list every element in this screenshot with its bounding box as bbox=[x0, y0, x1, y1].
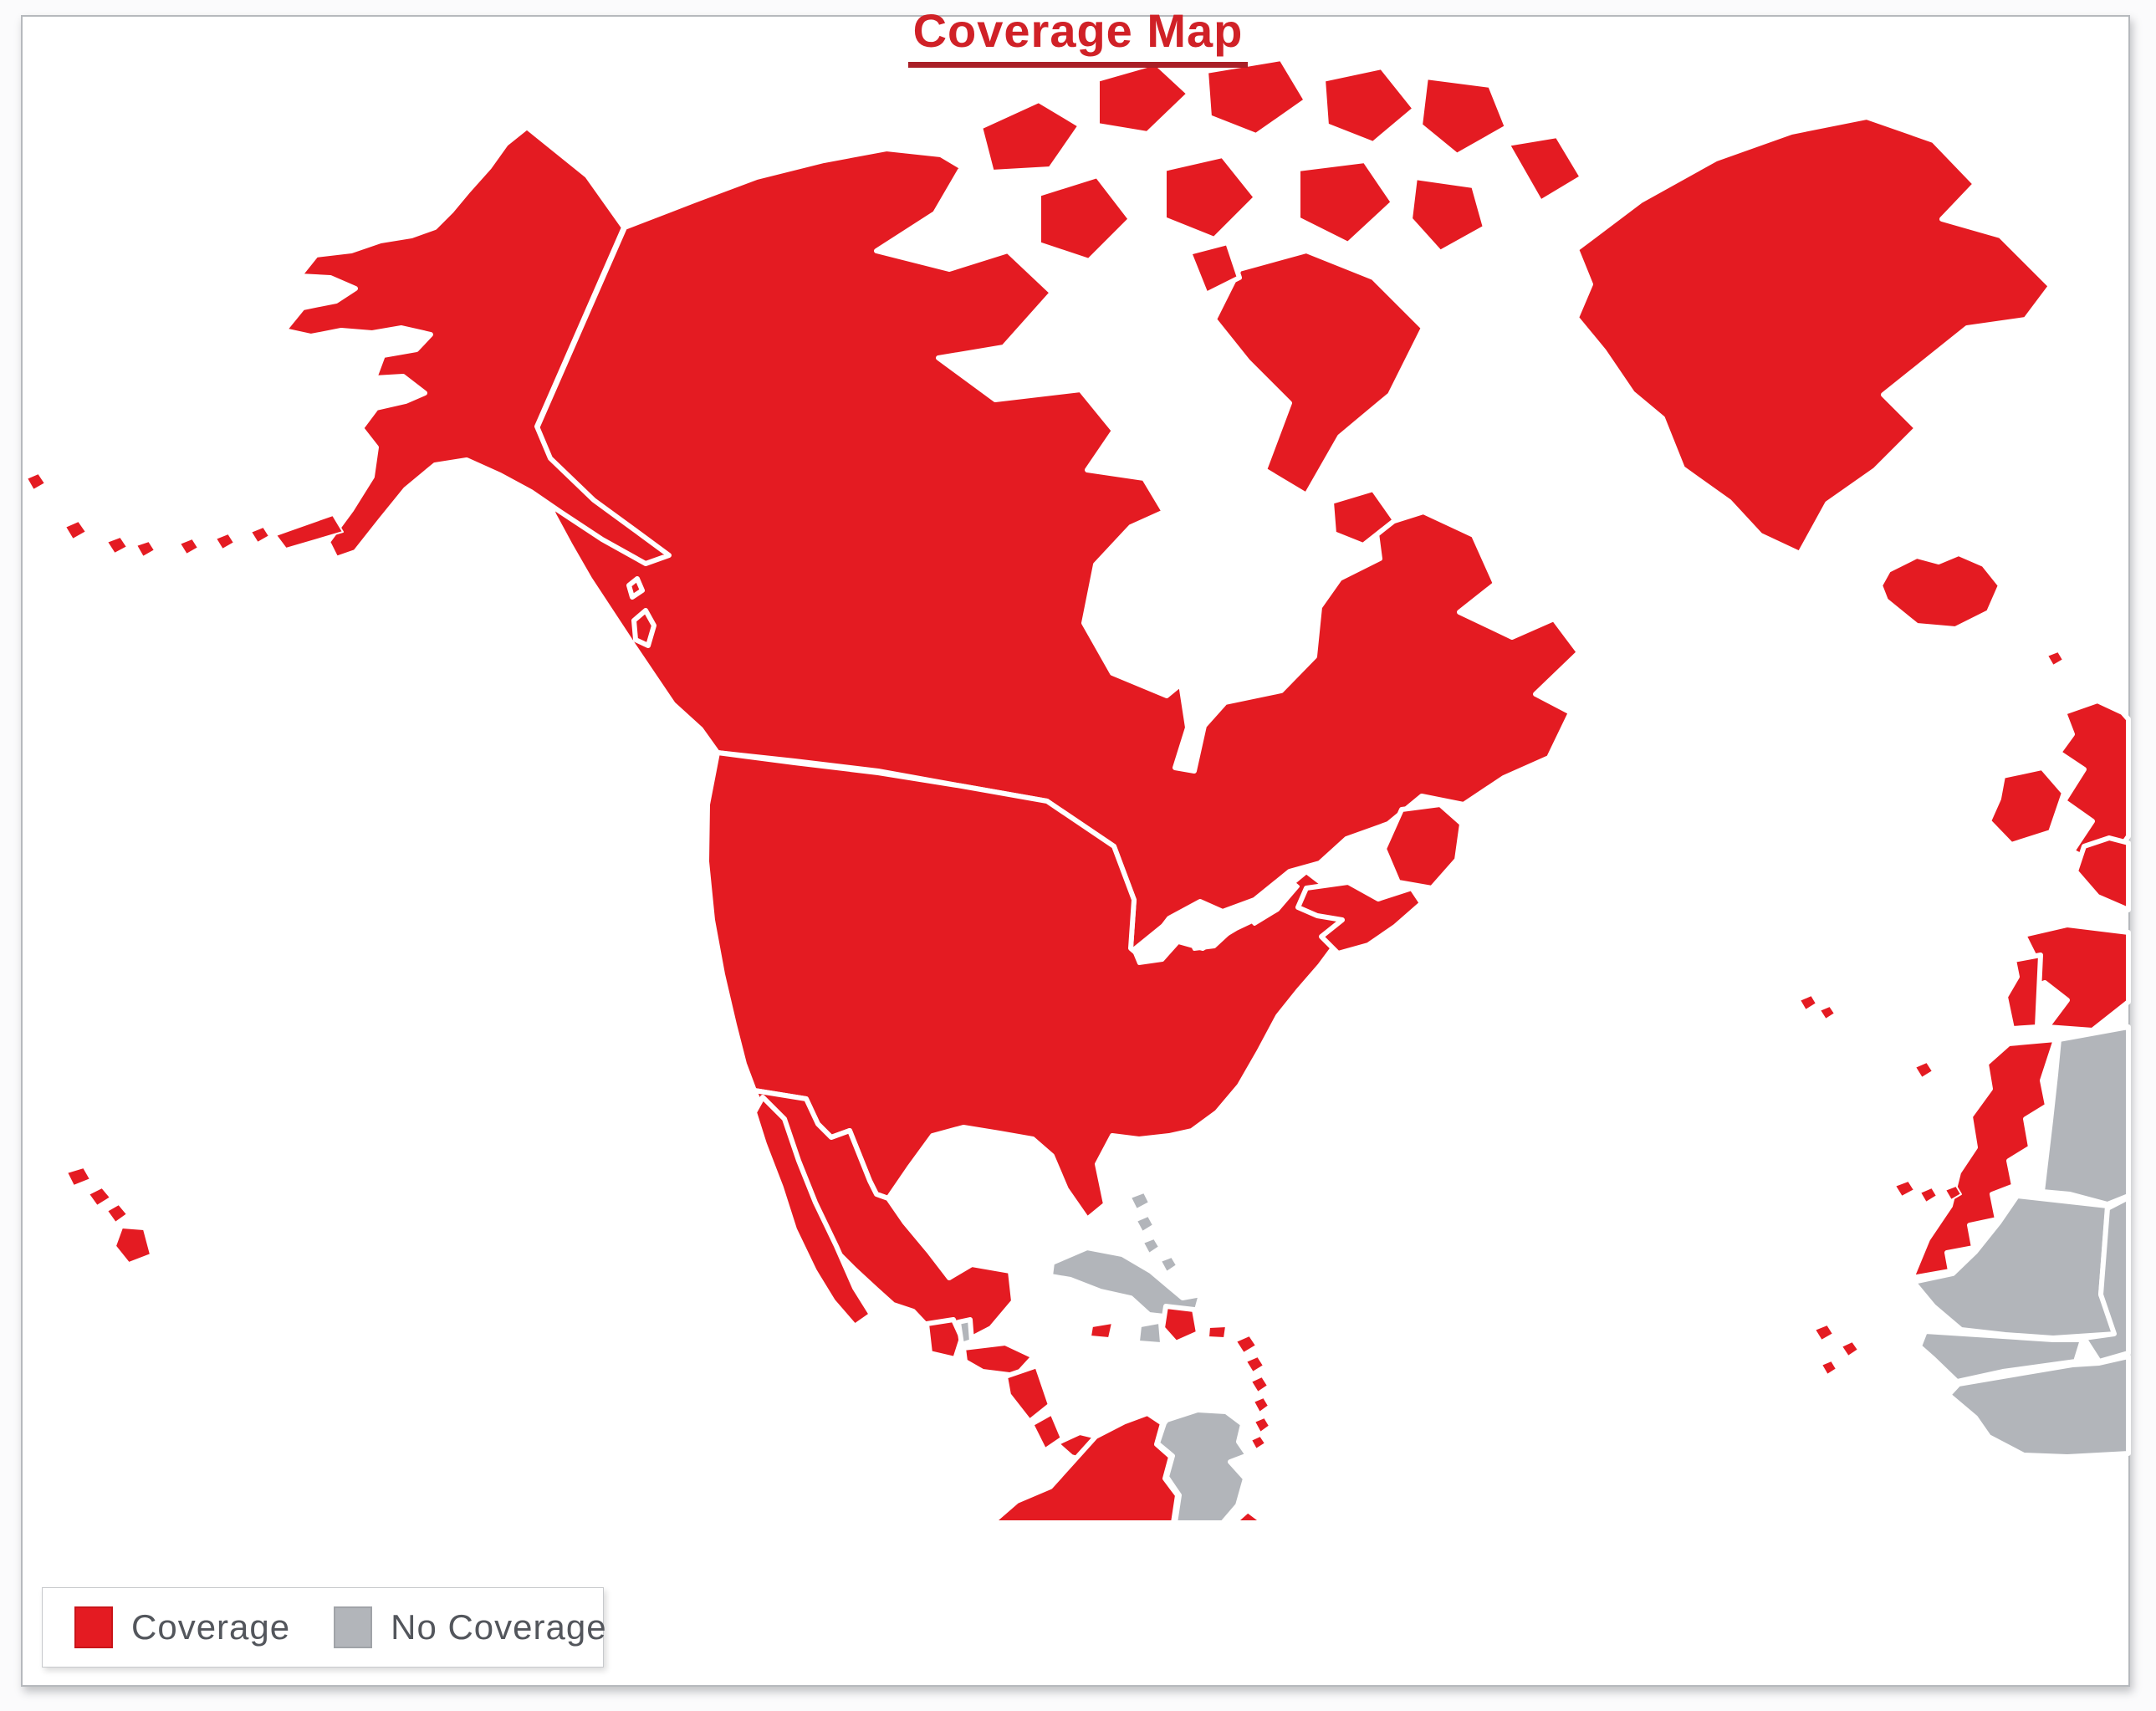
region-maritimes bbox=[1295, 880, 1424, 956]
region-dominican-republic bbox=[1160, 1304, 1201, 1346]
region-belize bbox=[956, 1317, 974, 1347]
region-trinidad-tobago bbox=[1231, 1508, 1267, 1525]
region-aleutian-islands bbox=[26, 472, 344, 558]
legend: Coverage No Coverage bbox=[42, 1587, 606, 1668]
region-algeria bbox=[2040, 1024, 2131, 1207]
region-canary-islands bbox=[1894, 1180, 1962, 1203]
region-venezuela bbox=[1155, 1407, 1250, 1525]
region-guinea bbox=[1946, 1354, 2131, 1459]
region-nicaragua bbox=[1003, 1363, 1053, 1424]
region-azores bbox=[1799, 994, 1836, 1020]
great-lakes bbox=[1132, 922, 1185, 965]
region-mali bbox=[2082, 1195, 2131, 1364]
region-alaska bbox=[282, 125, 672, 566]
region-jamaica bbox=[1090, 1322, 1113, 1339]
region-portugal bbox=[2003, 953, 2043, 1031]
region-baja-california bbox=[752, 1095, 874, 1329]
region-vancouver-island bbox=[631, 608, 657, 648]
region-faroe-islands bbox=[2046, 651, 2064, 667]
region-madeira bbox=[1914, 1061, 1934, 1079]
coverage-label: Coverage bbox=[131, 1607, 291, 1647]
region-haida-gwaii bbox=[626, 576, 645, 600]
legend-item-coverage: Coverage bbox=[74, 1606, 290, 1648]
region-greenland bbox=[1574, 115, 2053, 556]
region-guatemala bbox=[924, 1317, 964, 1361]
region-great-britain bbox=[2056, 698, 2131, 871]
region-senegal bbox=[1917, 1329, 2085, 1384]
page-title: Coverage Map bbox=[907, 5, 1249, 68]
region-haiti bbox=[1138, 1322, 1162, 1344]
no-coverage-label: No Coverage bbox=[391, 1607, 607, 1647]
great-lakes-east bbox=[1186, 917, 1238, 951]
region-ireland bbox=[1986, 765, 2067, 847]
region-arctic-archipelago bbox=[978, 56, 1585, 548]
region-france bbox=[2073, 835, 2131, 912]
title-wrap: Coverage Map bbox=[0, 5, 2156, 68]
lake-ontario bbox=[1243, 876, 1300, 926]
region-lesser-antilles bbox=[1235, 1335, 1270, 1450]
region-puerto-rico bbox=[1208, 1325, 1227, 1339]
region-morocco-western-sahara bbox=[1909, 1037, 2058, 1280]
region-colombia bbox=[989, 1411, 1180, 1525]
region-hawaii bbox=[66, 1167, 151, 1264]
legend-item-no-coverage: No Coverage bbox=[334, 1606, 606, 1648]
coverage-swatch-icon bbox=[74, 1606, 113, 1648]
region-newfoundland bbox=[1382, 802, 1464, 891]
region-iceland bbox=[1878, 551, 2003, 631]
no-coverage-swatch-icon bbox=[334, 1606, 373, 1648]
region-bahamas bbox=[1130, 1192, 1178, 1273]
region-cape-verde bbox=[1814, 1324, 1859, 1376]
